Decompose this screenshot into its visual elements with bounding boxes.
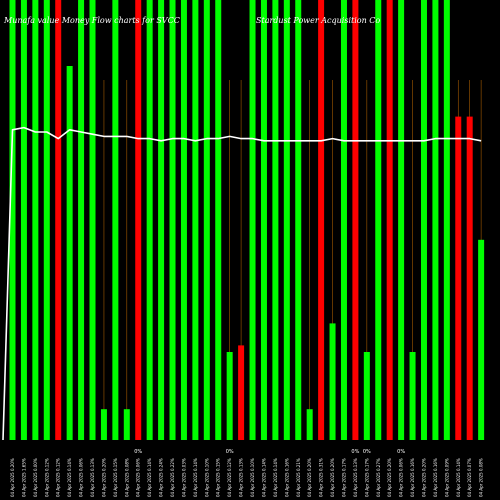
money-flow-bar <box>146 0 153 440</box>
x-tick-label: 04 Apr 2025 0.15% <box>216 458 221 497</box>
percent-label: 0% <box>351 449 359 455</box>
x-tick-label: 04 Apr 2025 0.13% <box>239 458 244 497</box>
money-flow-bar <box>363 352 370 440</box>
x-tick-label: 04 Apr 2025 0.16% <box>433 458 438 497</box>
x-tick-label: 04 Apr 2025 0.16% <box>410 458 415 497</box>
x-tick-label: 04 Apr 2025 0.10% <box>250 458 255 497</box>
x-tick-label: 04 Apr 2025 0.00% <box>33 458 38 497</box>
x-tick-label: 04 Apr 2025 0.14% <box>261 458 266 497</box>
chart-title-left: Munafa value Money Flow charts for SVCC <box>3 16 180 25</box>
x-tick-label: 04 Apr 2025 0.22% <box>170 458 175 497</box>
money-flow-bar <box>238 345 245 440</box>
x-tick-label: 04 Apr 2025 0.12% <box>44 458 49 497</box>
percent-label: 0% <box>363 449 371 455</box>
x-tick-label: 04 Apr 2025 0.14% <box>193 458 198 497</box>
x-tick-label: 04 Apr 2025 0.08% <box>479 458 484 497</box>
money-flow-bar <box>409 352 416 440</box>
x-tick-label: 04 Apr 2025 0.14% <box>456 458 461 497</box>
x-tick-label: 04 Apr 2025 0.27% <box>376 458 381 497</box>
money-flow-bar <box>78 0 85 440</box>
x-tick-label: 04 Apr 2025 0.17% <box>341 458 346 497</box>
money-flow-bar <box>398 0 405 440</box>
money-flow-bar <box>66 66 73 440</box>
money-flow-bar <box>112 0 119 440</box>
x-tick-label: 04 Apr 2025 0.14% <box>273 458 278 497</box>
money-flow-bar <box>420 0 427 440</box>
line-layer <box>2 126 482 441</box>
x-tick-label: 04 Apr 2025 0.20% <box>101 458 106 497</box>
label-layer: 04 Apr 2025 0.20% 04 Apr 2025 1.65% 04 Apr… <box>10 449 484 497</box>
money-flow-bar <box>432 0 439 440</box>
x-tick-label: 04 Apr 2025 0.07% <box>467 458 472 497</box>
money-flow-bar <box>20 0 27 440</box>
x-tick-label: 04 Apr 2025 0.20% <box>421 458 426 497</box>
x-tick-label: 04 Apr 2025 0.14% <box>147 458 152 497</box>
money-flow-bar <box>43 0 50 440</box>
money-flow-bar <box>249 0 256 440</box>
money-flow-bar <box>443 0 450 440</box>
money-flow-bar <box>352 0 359 440</box>
bar-layer <box>9 0 485 440</box>
x-tick-label: 04 Apr 2025 0.14% <box>67 458 72 497</box>
money-flow-bar <box>318 0 325 440</box>
money-flow-bar <box>478 239 485 440</box>
x-tick-label: 04 Apr 2025 0.24% <box>159 458 164 497</box>
money-flow-bar <box>375 0 382 440</box>
x-tick-label: 04 Apr 2025 0.10% <box>204 458 209 497</box>
money-flow-bar <box>89 0 96 440</box>
x-tick-label: 04 Apr 2025 0.20% <box>387 458 392 497</box>
money-flow-bar <box>100 409 107 440</box>
x-tick-label: 04 Apr 2025 0.06% <box>136 458 141 497</box>
money-flow-bar <box>295 0 302 440</box>
x-tick-label: 04 Apr 2025 0.21% <box>296 458 301 497</box>
x-tick-label: 04 Apr 2025 0.20% <box>10 458 15 497</box>
money-flow-bar <box>55 0 62 440</box>
x-tick-label: 04 Apr 2025 0.17% <box>364 458 369 497</box>
x-tick-label: 04 Apr 2025 0.16% <box>284 458 289 497</box>
percent-label: 0% <box>226 449 234 455</box>
money-flow-bar <box>306 409 313 440</box>
x-tick-label: 04 Apr 2025 0.08% <box>124 458 129 497</box>
money-flow-bar <box>455 116 462 440</box>
money-flow-bar <box>192 0 199 440</box>
money-flow-bar <box>135 0 142 440</box>
money-flow-bar <box>158 0 165 440</box>
average-line <box>2 126 482 441</box>
x-tick-label: 04 Apr 2025 0.15% <box>113 458 118 497</box>
money-flow-bar <box>169 0 176 440</box>
money-flow-bar <box>203 0 210 440</box>
money-flow-bar <box>215 0 222 440</box>
money-flow-bar <box>9 0 16 440</box>
x-tick-label: 04 Apr 2025 0.12% <box>56 458 61 497</box>
money-flow-bar <box>32 0 39 440</box>
x-tick-label: 04 Apr 2025 0.03% <box>181 458 186 497</box>
x-tick-label: 04 Apr 2025 0.20% <box>330 458 335 497</box>
x-tick-label: 04 Apr 2025 0.13% <box>90 458 95 497</box>
percent-label: 0% <box>134 449 142 455</box>
x-tick-label: 04 Apr 2025 0.13% <box>353 458 358 497</box>
money-flow-bar <box>283 0 290 440</box>
money-flow-bar <box>466 116 473 440</box>
x-tick-label: 04 Apr 2025 0.20% <box>307 458 312 497</box>
x-tick-label: 04 Apr 2025 0.09% <box>444 458 449 497</box>
money-flow-bar <box>329 323 336 440</box>
x-tick-label: 04 Apr 2025 0.06% <box>399 458 404 497</box>
money-flow-bar <box>386 0 393 440</box>
x-tick-label: 04 Apr 2025 0.06% <box>79 458 84 497</box>
chart-title-right: Stardust Power Acquisition Co <box>256 16 380 25</box>
money-flow-bar <box>272 0 279 440</box>
money-flow-bar <box>180 0 187 440</box>
percent-label: 0% <box>397 449 405 455</box>
money-flow-bar <box>340 0 347 440</box>
x-tick-label: 04 Apr 2025 1.65% <box>21 458 26 497</box>
money-flow-bar <box>226 352 233 440</box>
x-tick-label: 04 Apr 2025 0.12% <box>227 458 232 497</box>
money-flow-bar <box>123 409 130 440</box>
x-tick-label: 04 Apr 2025 0.31% <box>319 458 324 497</box>
money-flow-bar <box>260 0 267 440</box>
